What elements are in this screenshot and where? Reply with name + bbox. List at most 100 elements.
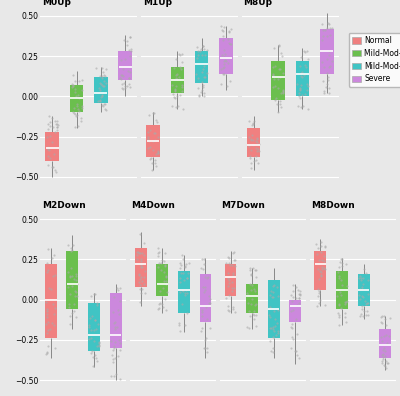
Point bbox=[50, 273, 56, 279]
Point bbox=[144, 145, 151, 152]
Point bbox=[76, 95, 82, 101]
Point bbox=[96, 342, 102, 348]
Point bbox=[170, 91, 176, 97]
Point bbox=[269, 293, 276, 300]
Point bbox=[377, 314, 384, 320]
Point bbox=[272, 323, 279, 329]
Point bbox=[163, 274, 170, 280]
Point bbox=[111, 373, 117, 379]
Point bbox=[247, 280, 253, 287]
Point bbox=[173, 83, 180, 89]
Point bbox=[362, 312, 369, 319]
Legend: Normal, Mild-Mod- noICS, Mild-Mod-ICS, Severe: Normal, Mild-Mod- noICS, Mild-Mod-ICS, S… bbox=[349, 33, 400, 87]
Point bbox=[146, 156, 153, 163]
Point bbox=[152, 160, 158, 166]
Point bbox=[320, 78, 326, 84]
Point bbox=[203, 70, 210, 76]
Point bbox=[292, 348, 299, 354]
Point bbox=[172, 86, 178, 92]
Point bbox=[315, 245, 321, 251]
Point bbox=[272, 316, 278, 322]
Point bbox=[142, 267, 148, 274]
Point bbox=[155, 306, 162, 312]
Point bbox=[252, 267, 258, 273]
Point bbox=[248, 160, 254, 166]
Point bbox=[266, 313, 273, 320]
Bar bbox=[156, 264, 168, 297]
Point bbox=[304, 81, 310, 87]
Point bbox=[70, 242, 76, 248]
Point bbox=[50, 164, 56, 170]
Point bbox=[49, 320, 55, 326]
Point bbox=[278, 50, 284, 57]
Point bbox=[121, 80, 128, 86]
Point bbox=[304, 48, 310, 54]
Point bbox=[75, 92, 82, 99]
Point bbox=[248, 137, 254, 143]
Point bbox=[273, 94, 280, 101]
Point bbox=[137, 282, 143, 288]
Point bbox=[223, 295, 229, 301]
Bar bbox=[247, 128, 260, 158]
Point bbox=[343, 299, 350, 305]
Point bbox=[160, 304, 167, 310]
Bar bbox=[219, 38, 233, 74]
Point bbox=[252, 288, 258, 295]
Point bbox=[68, 283, 75, 289]
Point bbox=[201, 63, 207, 69]
Point bbox=[304, 56, 311, 62]
Point bbox=[318, 272, 324, 279]
Point bbox=[294, 301, 301, 308]
Point bbox=[247, 152, 253, 159]
Point bbox=[172, 56, 179, 63]
Point bbox=[46, 285, 52, 291]
Point bbox=[323, 84, 329, 90]
Point bbox=[114, 324, 120, 330]
Point bbox=[175, 103, 181, 109]
Point bbox=[253, 274, 259, 280]
Point bbox=[135, 248, 142, 255]
Point bbox=[335, 322, 342, 328]
Point bbox=[380, 351, 386, 357]
Point bbox=[315, 300, 322, 306]
Point bbox=[153, 150, 159, 157]
Point bbox=[246, 134, 252, 140]
Point bbox=[44, 350, 50, 356]
Point bbox=[184, 310, 190, 316]
Point bbox=[315, 266, 321, 272]
Point bbox=[363, 301, 370, 307]
Point bbox=[270, 324, 276, 331]
Point bbox=[230, 304, 236, 310]
Point bbox=[338, 256, 344, 262]
Point bbox=[51, 311, 57, 318]
Point bbox=[96, 84, 102, 91]
Point bbox=[206, 293, 212, 299]
Point bbox=[288, 345, 294, 352]
Point bbox=[136, 279, 142, 286]
Bar bbox=[45, 264, 57, 338]
Point bbox=[65, 242, 71, 248]
Point bbox=[69, 246, 75, 253]
Point bbox=[73, 93, 80, 99]
Point bbox=[101, 101, 108, 107]
Point bbox=[101, 101, 107, 107]
Point bbox=[138, 264, 144, 270]
Point bbox=[277, 98, 283, 104]
Point bbox=[118, 72, 124, 78]
Point bbox=[179, 105, 186, 112]
Point bbox=[117, 340, 123, 346]
Point bbox=[100, 78, 107, 85]
Point bbox=[134, 256, 140, 263]
Point bbox=[221, 64, 227, 70]
Point bbox=[256, 141, 262, 147]
Point bbox=[75, 105, 81, 112]
Point bbox=[108, 372, 114, 379]
Point bbox=[317, 267, 324, 274]
Point bbox=[201, 273, 208, 280]
Point bbox=[70, 83, 76, 89]
Point bbox=[153, 162, 159, 169]
Point bbox=[179, 84, 186, 90]
Point bbox=[118, 72, 125, 78]
Point bbox=[322, 27, 329, 33]
Point bbox=[326, 90, 332, 96]
